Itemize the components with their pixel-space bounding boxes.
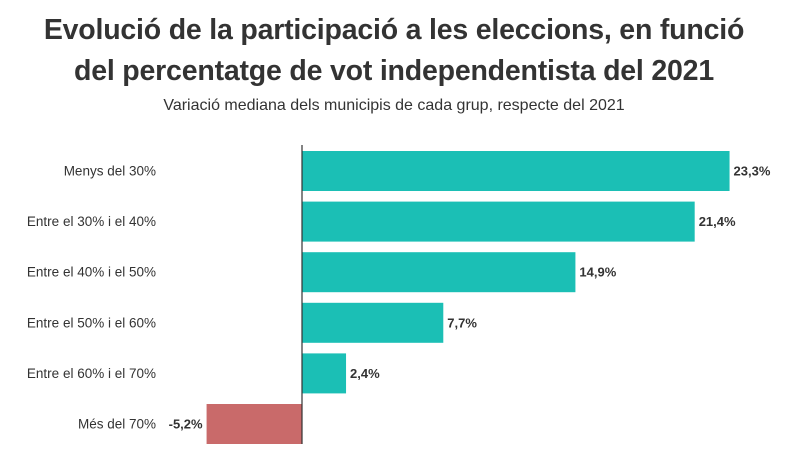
bar-3 [302, 252, 576, 293]
chart-title: Evolució de la participació a les elecci… [43, 14, 745, 87]
bar-2 [302, 201, 695, 242]
bar-5 [302, 353, 347, 394]
category-label-5: Entre el 60% i el 70% [27, 366, 156, 381]
category-label-4: Entre el 50% i el 60% [27, 315, 156, 330]
chart-subtitle: Variació mediana dels municipis de cada … [163, 97, 625, 114]
value-label-6: -5,2% [169, 417, 203, 432]
category-label-3: Entre el 40% i el 50% [27, 265, 156, 280]
value-label-2: 21,4% [699, 214, 736, 229]
value-label-5: 2,4% [350, 366, 380, 381]
category-label-2: Entre el 30% i el 40% [27, 214, 156, 229]
bar-1 [302, 151, 730, 191]
bar-4 [302, 302, 444, 343]
chart-header: Evolució de la participació a les elecci… [0, 10, 788, 117]
category-label-6: Més del 70% [78, 417, 156, 432]
value-label-1: 23,3% [734, 164, 771, 179]
value-label-3: 14,9% [579, 265, 616, 280]
value-label-4: 7,7% [447, 315, 477, 330]
bar-6 [206, 404, 302, 444]
category-label-1: Menys del 30% [64, 164, 156, 179]
